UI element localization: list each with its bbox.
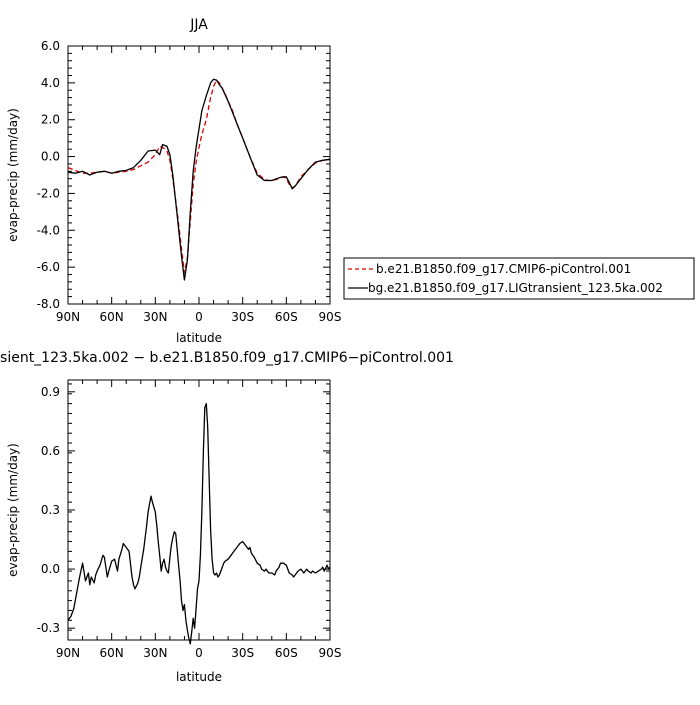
panel-top-x-tick-label: 60N xyxy=(100,310,124,324)
panel-top-series-line-0 xyxy=(67,79,331,274)
panel-top-y-tick-label: 2.0 xyxy=(41,113,60,127)
panel-top-y-tick-label: -8.0 xyxy=(37,297,60,311)
panel-bottom-y-axis-label: evap-precip (mm/day) xyxy=(6,443,20,577)
panel-top-ticks: 90N 60N 30N 0 30S 60S 90S 6.0 4.0 2.0 0.0 -2.0 -4.0 -… xyxy=(37,39,342,324)
panel-top-x-tick-label: 0 xyxy=(195,310,203,324)
panel-bottom-x-axis-label: latitude xyxy=(176,670,222,684)
panel-top-title: JJA xyxy=(189,17,208,33)
panel-bottom-y-tick-label: 0.6 xyxy=(41,444,60,458)
panel-bottom-y-tick-label: 0.0 xyxy=(41,562,60,576)
panel-bottom-title: .LIGtransient_123.5ka.002 − b.e21.B1850.… xyxy=(0,350,454,366)
panel-bottom-frame xyxy=(67,379,331,641)
panel-bottom-y-tick-label: 0.3 xyxy=(41,503,60,517)
panel-top-y-tick-label: -2.0 xyxy=(37,186,60,200)
panel-top-y-tick-label: 6.0 xyxy=(41,39,60,53)
panel-top-y-tick-label: 0.0 xyxy=(41,150,60,164)
legend-box xyxy=(343,257,695,300)
legend-label-ligtransient: bg.e21.B1850.f09_g17.LIGtransient_123.5k… xyxy=(368,281,663,295)
legend: b.e21.B1850.f09_g17.CMIP6-piControl.001 … xyxy=(343,257,695,300)
panel-top-x-tick-label: 90S xyxy=(319,310,342,324)
panel-bottom-x-tick-label: 0 xyxy=(195,646,203,660)
panel-bottom-x-tick-label: 90N xyxy=(56,646,80,660)
panel-bottom-series-line-0 xyxy=(67,402,331,645)
panel-bottom-plot-area: 90N 60N 30N 0 30S 60S 90S 0.9 0.6 0.3 0.0 -0.3 xyxy=(37,379,342,660)
panel-top-x-tick-label: 60S xyxy=(275,310,298,324)
panel-bottom-y-tick-label: -0.3 xyxy=(37,621,60,635)
panel-top-x-tick-label: 30N xyxy=(143,310,167,324)
panel-top-x-axis-label: latitude xyxy=(176,331,222,345)
panel-top-series xyxy=(67,78,331,281)
panel-top-y-tick-label: -6.0 xyxy=(37,260,60,274)
panel-bottom-ticks: 90N 60N 30N 0 30S 60S 90S 0.9 0.6 0.3 0.0 -0.3 xyxy=(37,380,342,660)
panel-top-y-tick-label: 4.0 xyxy=(41,76,60,90)
panel-bottom-x-tick-label: 60S xyxy=(275,646,298,660)
panel-top-plot-area: 90N 60N 30N 0 30S 60S 90S 6.0 4.0 2.0 0.0 -2.0 -4.0 -… xyxy=(37,39,342,324)
panel-bottom-x-tick-label: 30S xyxy=(231,646,254,660)
panel-bottom-x-tick-label: 60N xyxy=(100,646,124,660)
panel-bottom: .LIGtransient_123.5ka.002 − b.e21.B1850.… xyxy=(0,350,454,684)
panel-top: JJA 90N 60N 30N 0 30S 60S 90S 6.0 4.0 2.0 0.0 -2.0 -… xyxy=(6,17,695,345)
panel-top-y-axis-label: evap-precip (mm/day) xyxy=(6,108,20,242)
panel-top-x-tick-label: 90N xyxy=(56,310,80,324)
panel-bottom-y-tick-label: 0.9 xyxy=(41,385,60,399)
panel-top-x-tick-label: 30S xyxy=(231,310,254,324)
panel-bottom-x-tick-label: 30N xyxy=(143,646,167,660)
panel-top-y-tick-label: -4.0 xyxy=(37,223,60,237)
legend-label-picontrol: b.e21.B1850.f09_g17.CMIP6-piControl.001 xyxy=(376,262,631,276)
panel-top-frame xyxy=(67,45,331,305)
panel-bottom-series xyxy=(67,402,331,645)
panel-top-series-line-1 xyxy=(67,78,331,281)
panel-bottom-x-tick-label: 90S xyxy=(319,646,342,660)
